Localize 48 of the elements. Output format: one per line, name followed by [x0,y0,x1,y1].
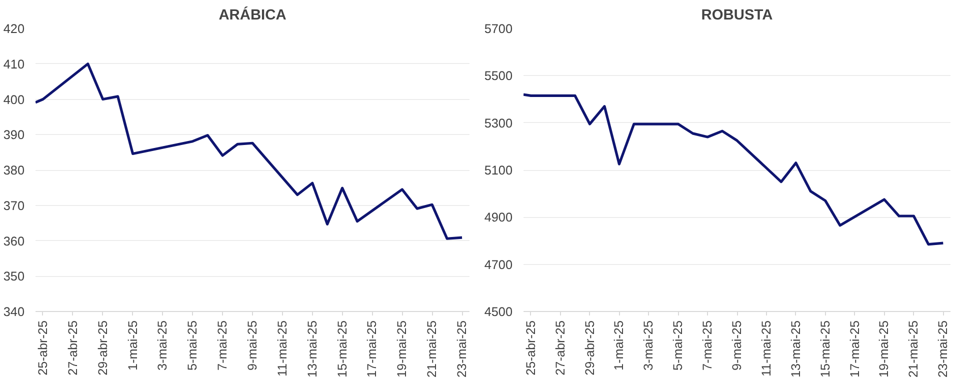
x-tick-label: 5-mai-25 [671,320,686,370]
x-tick-label: 27-abr-25 [66,320,80,376]
x-tick-label: 17-mai-25 [365,320,380,378]
chart-title: ARÁBICA [218,6,287,24]
x-tick-label: 17-mai-25 [848,320,862,378]
y-tick-label: 4700 [484,258,512,272]
y-tick-label: 350 [3,270,25,284]
x-tick-label: 21-mai-25 [425,320,440,378]
y-tick-label: 5500 [484,69,512,84]
x-tick-label: 7-mai-25 [216,320,230,370]
x-tick-label: 19-mai-25 [395,320,410,378]
y-tick-label: 400 [3,92,25,107]
y-tick-label: 380 [3,164,25,178]
x-tick-label: 29-abr-25 [96,320,110,376]
x-tick-label: 19-mai-25 [877,320,892,378]
x-tick-label: 9-mai-25 [730,320,744,370]
x-tick-label: 13-mai-25 [305,320,320,378]
x-tick-label: 15-mai-25 [335,320,350,378]
x-tick-label: 25-abr-25 [524,320,538,376]
y-tick-label: 360 [3,234,25,248]
x-tick-label: 3-mai-25 [156,320,170,370]
y-tick-label: 420 [3,22,25,36]
chart-title: ROBUSTA [701,8,774,24]
x-tick-label: 7-mai-25 [700,320,715,370]
x-tick-label: 27-abr-25 [553,320,568,376]
x-tick-label: 15-mai-25 [818,320,832,378]
x-tick-label: 1-mai-25 [612,320,626,370]
y-tick-label: 390 [3,128,25,142]
x-tick-label: 1-mai-25 [126,320,140,370]
x-tick-label: 21-mai-25 [906,320,921,378]
x-tick-label: 11-mai-25 [275,320,290,377]
x-tick-label: 29-abr-25 [582,320,597,376]
x-tick-label: 3-mai-25 [642,320,656,370]
y-tick-label: 5300 [484,116,512,130]
x-tick-label: 23-mai-25 [455,320,470,378]
y-tick-label: 410 [3,57,25,72]
x-tick-label: 11-mai-25 [759,320,774,377]
x-tick-label: 25-abr-25 [36,320,50,376]
y-tick-label: 370 [3,198,25,213]
y-tick-label: 4500 [484,305,512,319]
y-tick-label: 340 [3,305,25,319]
x-tick-label: 9-mai-25 [246,320,260,370]
x-tick-label: 5-mai-25 [186,320,200,370]
y-tick-label: 5700 [484,22,512,36]
y-tick-label: 4900 [484,210,512,225]
x-tick-label: 13-mai-25 [788,320,803,378]
y-tick-label: 5100 [484,164,512,178]
x-tick-label: 23-mai-25 [936,320,950,378]
